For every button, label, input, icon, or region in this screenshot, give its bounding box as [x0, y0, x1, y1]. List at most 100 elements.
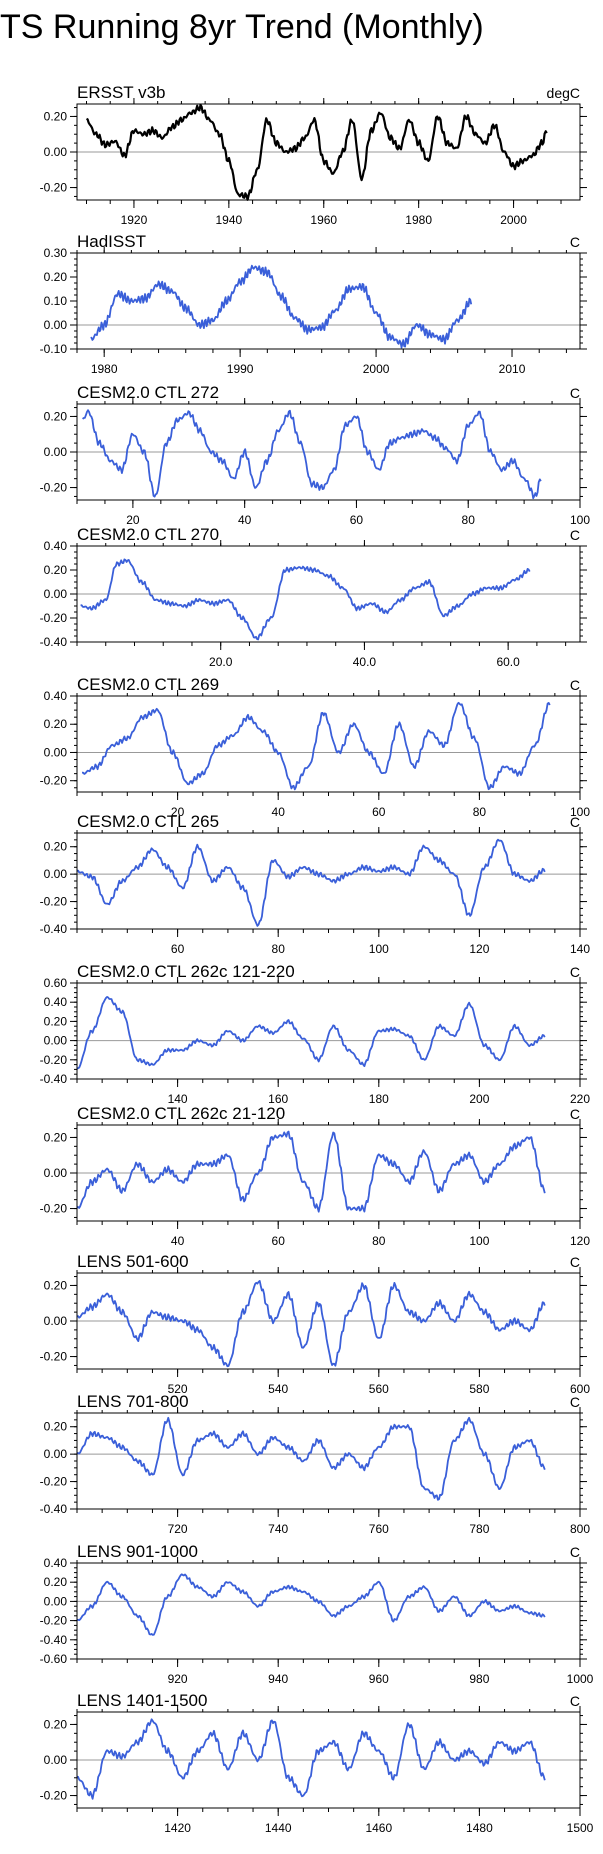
plot-frame	[76, 252, 581, 350]
y-tick-label: 0.00	[44, 318, 68, 332]
y-tick-label: 0.00	[44, 1594, 68, 1608]
x-tick-label: 100	[469, 1234, 489, 1248]
y-tick-label: -0.40	[40, 922, 68, 936]
panel-title: CESM2.0 CTL 265	[77, 812, 219, 831]
series-line	[90, 264, 473, 349]
x-tick-label: 760	[369, 1522, 389, 1536]
y-tick-label: 0.40	[44, 539, 68, 553]
y-tick-label: 0.40	[44, 995, 68, 1009]
panel-units: C	[570, 1693, 580, 1709]
x-tick-label: 1440	[265, 1821, 292, 1835]
series-line	[86, 103, 548, 201]
x-tick-label: 2000	[363, 362, 390, 376]
y-tick-label: -0.20	[40, 1053, 68, 1067]
y-tick-label: -0.40	[40, 1633, 68, 1647]
y-tick-label: -0.20	[40, 1475, 68, 1489]
panel-lens-501-600: LENS 501-600 C 520 540 560 580 600 0.20 0.00 -0.2…	[40, 1252, 591, 1396]
y-tick-label: -0.20	[40, 895, 68, 909]
y-tick-label: -0.20	[40, 481, 68, 495]
series-line	[76, 1416, 546, 1501]
y-tick-label: 0.00	[44, 745, 68, 759]
y-tick-label: 0.40	[44, 1556, 68, 1570]
panel-hadisst: HadISST C 1980 1990 2000 2010 0.30 0.20 0.10 0.00…	[40, 232, 587, 376]
x-tick-label: 100	[570, 513, 590, 527]
panel-cesm2-0-ctl-265: CESM2.0 CTL 265 C 60 80 100 120 140 0.20 0.00 -0.…	[40, 812, 591, 956]
series-line	[76, 996, 546, 1070]
x-tick-label: 20	[171, 805, 185, 819]
y-tick-label: 0.20	[44, 563, 68, 577]
x-tick-label: 1000	[567, 1672, 594, 1686]
x-tick-label: 980	[469, 1672, 489, 1686]
x-tick-label: 80	[473, 805, 487, 819]
y-tick-label: 0.20	[44, 409, 68, 423]
x-tick-label: 720	[168, 1522, 188, 1536]
panel-units: degC	[547, 85, 580, 101]
series-line	[76, 838, 546, 927]
panel-lens-901-1000: LENS 901-1000 C 920 940 960 980 1000 0.40 0.20 0.…	[40, 1542, 594, 1686]
figure-title: TS Running 8yr Trend (Monthly)	[0, 8, 484, 46]
panel-units: C	[570, 964, 580, 980]
panel-cesm2-0-ctl-272: CESM2.0 CTL 272 C 20 40 60 80 100 0.20 0.00 -0.20	[40, 383, 591, 527]
x-tick-label: 120	[469, 942, 489, 956]
x-tick-label: 80	[372, 1234, 386, 1248]
panel-units: C	[570, 1106, 580, 1122]
y-tick-label: 0.00	[44, 1447, 68, 1461]
x-tick-label: 40	[272, 805, 286, 819]
panel-units: C	[570, 527, 580, 543]
panel-lens-701-800: LENS 701-800 C 720 740 760 780 800 0.20 0.00 -0.2…	[40, 1392, 591, 1536]
x-tick-label: 40	[171, 1234, 185, 1248]
x-tick-label: 100	[369, 942, 389, 956]
x-tick-label: 1480	[466, 1821, 493, 1835]
y-tick-label: 0.00	[44, 867, 68, 881]
x-tick-label: 40	[238, 513, 252, 527]
x-tick-label: 560	[369, 1382, 389, 1396]
panel-title: CESM2.0 CTL 262c 21-120	[77, 1104, 285, 1123]
series-line	[76, 1280, 546, 1368]
y-tick-label: 0.20	[44, 840, 68, 854]
panel-title: ERSST v3b	[77, 83, 166, 102]
x-tick-label: 180	[369, 1092, 389, 1106]
y-tick-label: -0.40	[40, 1502, 68, 1516]
x-tick-label: 20.0	[209, 655, 233, 669]
panel-lens-1401-1500: LENS 1401-1500 C 1420 1440 1460 1480 1500 0.20 0…	[40, 1691, 594, 1835]
panel-title: LENS 501-600	[77, 1252, 189, 1271]
y-tick-label: -0.20	[40, 1350, 68, 1364]
y-tick-label: 0.20	[44, 270, 68, 284]
y-tick-label: 0.00	[44, 145, 68, 159]
panel-title: LENS 1401-1500	[77, 1691, 207, 1710]
panel-cesm2-0-ctl-262c-121-220: CESM2.0 CTL 262c 121-220 C 140 160 180 200 220…	[40, 962, 591, 1106]
x-tick-label: 160	[268, 1092, 288, 1106]
y-tick-label: 0.20	[44, 1575, 68, 1589]
panel-units: C	[570, 385, 580, 401]
panel-title: HadISST	[77, 232, 146, 251]
x-tick-label: 920	[168, 1672, 188, 1686]
x-tick-label: 60	[272, 1234, 286, 1248]
series-line	[81, 701, 551, 791]
panel-units: C	[570, 1544, 580, 1560]
x-tick-label: 20	[126, 513, 140, 527]
x-tick-label: 600	[570, 1382, 590, 1396]
x-tick-label: 740	[268, 1522, 288, 1536]
x-tick-label: 1920	[121, 213, 148, 227]
x-tick-label: 120	[570, 1234, 590, 1248]
y-tick-label: -0.20	[40, 1614, 68, 1628]
x-tick-label: 80	[462, 513, 476, 527]
panel-title: CESM2.0 CTL 270	[77, 525, 219, 544]
y-tick-label: -0.20	[40, 1789, 68, 1803]
y-tick-label: -0.40	[40, 635, 68, 649]
x-tick-label: 220	[570, 1092, 590, 1106]
series-line	[82, 409, 542, 500]
y-tick-label: 0.20	[44, 717, 68, 731]
y-tick-label: -0.20	[40, 774, 68, 788]
x-tick-label: 1940	[215, 213, 242, 227]
x-tick-label: 940	[268, 1672, 288, 1686]
y-tick-label: -0.20	[40, 181, 68, 195]
y-tick-label: 0.00	[44, 445, 68, 459]
panel-title: CESM2.0 CTL 269	[77, 675, 219, 694]
x-tick-label: 60.0	[496, 655, 520, 669]
x-tick-label: 1500	[567, 1821, 594, 1835]
y-tick-label: 0.20	[44, 1130, 68, 1144]
y-tick-label: 0.00	[44, 1314, 68, 1328]
y-tick-label: 0.20	[44, 1717, 68, 1731]
y-tick-label: 0.30	[44, 246, 68, 260]
